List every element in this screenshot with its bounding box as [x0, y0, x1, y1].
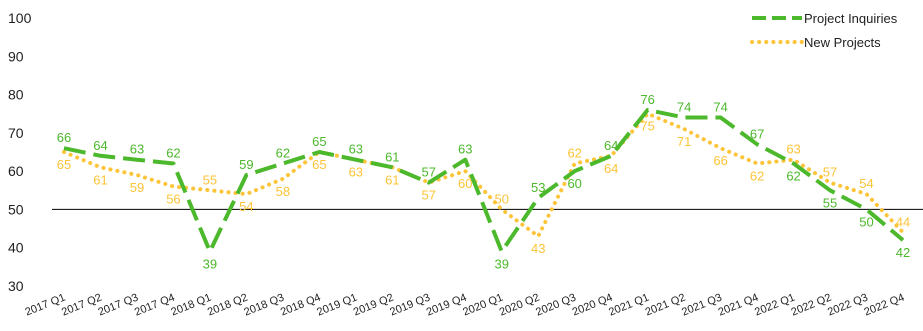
data-label-new-projects: 65 [312, 157, 326, 172]
y-axis: 30 40 50 60 70 80 90 100 [8, 10, 32, 294]
data-label-project-inquiries: 61 [385, 149, 399, 164]
y-tick-label: 70 [8, 125, 24, 141]
y-tick-label: 100 [8, 10, 32, 26]
series-lines [62, 107, 905, 254]
x-tick-label: 2022 Q1 [753, 292, 797, 319]
data-label-new-projects: 57 [823, 165, 837, 180]
x-tick-label: 2018 Q4 [279, 292, 323, 319]
x-tick-label: 2020 Q1 [461, 292, 505, 319]
data-label-project-inquiries: 62 [786, 168, 800, 183]
data-label-project-inquiries: 57 [422, 165, 436, 180]
y-tick-label: 30 [8, 278, 24, 294]
data-label-project-inquiries: 74 [713, 100, 727, 115]
series-line-project-inquiries [63, 107, 905, 254]
x-tick-label: 2017 Q1 [23, 292, 67, 319]
x-tick-label: 2018 Q1 [169, 292, 213, 319]
data-label-project-inquiries: 63 [130, 142, 144, 157]
data-label-project-inquiries: 63 [458, 142, 472, 157]
x-tick-label: 2017 Q4 [133, 292, 177, 319]
data-label-project-inquiries: 42 [896, 245, 910, 260]
data-label-new-projects: 43 [531, 241, 545, 256]
y-tick-label: 40 [8, 240, 24, 256]
data-label-project-inquiries: 39 [495, 257, 509, 272]
data-label-new-projects: 61 [385, 172, 399, 187]
data-label-new-projects: 54 [859, 176, 873, 191]
data-label-project-inquiries: 59 [239, 157, 253, 172]
data-label-new-projects: 62 [567, 145, 581, 160]
x-tick-label: 2020 Q3 [534, 292, 578, 319]
data-label-new-projects: 50 [495, 191, 509, 206]
data-label-new-projects: 60 [458, 176, 472, 191]
y-tick-label: 80 [8, 87, 24, 103]
data-label-project-inquiries: 74 [677, 100, 691, 115]
x-tick-label: 2019 Q3 [388, 292, 432, 319]
data-label-project-inquiries: 50 [859, 214, 873, 229]
x-tick-label: 2019 Q2 [352, 292, 396, 319]
x-tick-label: 2019 Q1 [315, 292, 359, 319]
data-label-new-projects: 56 [166, 191, 180, 206]
x-tick-label: 2017 Q2 [60, 292, 104, 319]
series-line-new-projects [62, 111, 905, 239]
x-tick-label: 2021 Q1 [607, 292, 651, 319]
data-label-new-projects: 59 [130, 180, 144, 195]
data-label-project-inquiries: 39 [203, 257, 217, 272]
legend-label-new-projects: New Projects [804, 35, 881, 50]
x-tick-label: 2017 Q3 [96, 292, 140, 319]
data-label-project-inquiries: 66 [57, 130, 71, 145]
data-label-project-inquiries: 63 [349, 142, 363, 157]
data-label-new-projects: 63 [786, 142, 800, 157]
x-tick-label: 2020 Q4 [571, 292, 615, 319]
data-label-new-projects: 75 [640, 119, 654, 134]
y-tick-label: 90 [8, 48, 24, 64]
legend-label-project-inquiries: Project Inquiries [804, 11, 898, 26]
data-label-project-inquiries: 53 [531, 180, 545, 195]
data-label-new-projects: 54 [239, 199, 253, 214]
data-label-project-inquiries: 62 [276, 145, 290, 160]
x-tick-label: 2021 Q4 [717, 292, 761, 319]
data-label-new-projects: 61 [93, 172, 107, 187]
data-label-new-projects: 65 [57, 157, 71, 172]
data-label-new-projects: 57 [422, 188, 436, 203]
data-label-new-projects: 63 [349, 165, 363, 180]
x-tick-label: 2022 Q2 [790, 292, 834, 319]
x-tick-label: 2022 Q3 [826, 292, 870, 319]
data-label-new-projects: 62 [750, 168, 764, 183]
data-label-project-inquiries: 64 [604, 138, 618, 153]
data-label-project-inquiries: 67 [750, 126, 764, 141]
legend: Project Inquiries New Projects [750, 11, 898, 50]
data-label-project-inquiries: 76 [640, 92, 654, 107]
data-label-project-inquiries: 55 [823, 195, 837, 210]
data-label-new-projects: 66 [713, 153, 727, 168]
data-label-new-projects: 64 [604, 161, 618, 176]
data-label-project-inquiries: 65 [312, 134, 326, 149]
x-tick-label: 2018 Q3 [242, 292, 286, 319]
x-tick-label: 2019 Q4 [425, 292, 469, 319]
data-label-new-projects: 55 [203, 172, 217, 187]
y-tick-label: 50 [8, 201, 24, 217]
data-label-project-inquiries: 64 [93, 138, 107, 153]
data-label-project-inquiries: 60 [567, 176, 581, 191]
data-label-new-projects: 71 [677, 134, 691, 149]
x-tick-label: 2022 Q4 [862, 292, 906, 319]
data-label-new-projects: 44 [896, 214, 910, 229]
y-tick-label: 60 [8, 163, 24, 179]
data-label-new-projects: 58 [276, 184, 290, 199]
data-labels: 66 65 64 61 63 59 62 56 39 55 59 54 62 58 65 65 63 63 61 61… [57, 92, 910, 272]
x-tick-label: 2021 Q3 [680, 292, 724, 319]
x-tick-label: 2020 Q2 [498, 292, 542, 319]
x-tick-label: 2018 Q2 [206, 292, 250, 319]
data-label-project-inquiries: 62 [166, 145, 180, 160]
x-tick-label: 2021 Q2 [644, 292, 688, 319]
